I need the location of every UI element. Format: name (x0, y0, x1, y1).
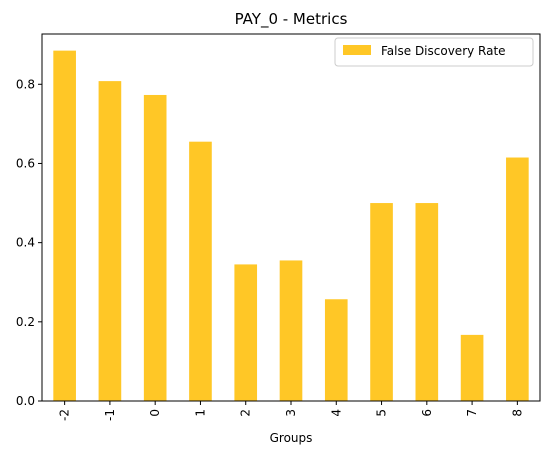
y-tick-label: 0.8 (16, 77, 35, 91)
x-tick-label: -1 (103, 409, 117, 421)
x-tick-label: 7 (465, 409, 479, 417)
legend-label: False Discovery Rate (381, 44, 506, 58)
y-tick-label: 0.2 (16, 315, 35, 329)
bar-7 (460, 334, 484, 401)
bar--1 (98, 81, 122, 402)
y-tick-label: 0.0 (16, 394, 35, 408)
x-tick-label: 0 (148, 409, 162, 417)
x-tick-label: 1 (193, 409, 207, 417)
legend-swatch (343, 45, 371, 55)
y-tick-label: 0.4 (16, 236, 35, 250)
bar-6 (415, 203, 439, 401)
x-tick-label: 4 (329, 409, 343, 417)
bar--2 (53, 50, 76, 401)
chart-title: PAY_0 - Metrics (235, 10, 348, 29)
bar-5 (370, 203, 393, 401)
legend-box (334, 37, 534, 67)
bar-1 (189, 141, 212, 402)
x-axis: -2 -1 0 1 2 3 4 5 6 7 8 (58, 401, 524, 421)
plot-frame (41, 33, 541, 402)
x-tick-label: 5 (375, 409, 389, 417)
x-tick-label: -2 (58, 409, 72, 421)
bar-2 (234, 264, 258, 401)
bar-8 (506, 157, 529, 401)
x-tick-label: 3 (284, 409, 298, 417)
legend: False Discovery Rate (334, 37, 534, 67)
x-tick-label: 8 (510, 409, 524, 417)
bar-4 (324, 299, 348, 401)
y-tick-label: 0.6 (16, 156, 35, 170)
y-axis: 0.0 0.2 0.4 0.6 0.8 (16, 77, 42, 408)
x-tick-label: 2 (239, 409, 253, 417)
bar-0 (143, 94, 167, 401)
bar-3 (279, 260, 303, 401)
bars (53, 50, 529, 402)
x-axis-label: Groups (270, 431, 313, 445)
x-tick-label: 6 (420, 409, 434, 417)
